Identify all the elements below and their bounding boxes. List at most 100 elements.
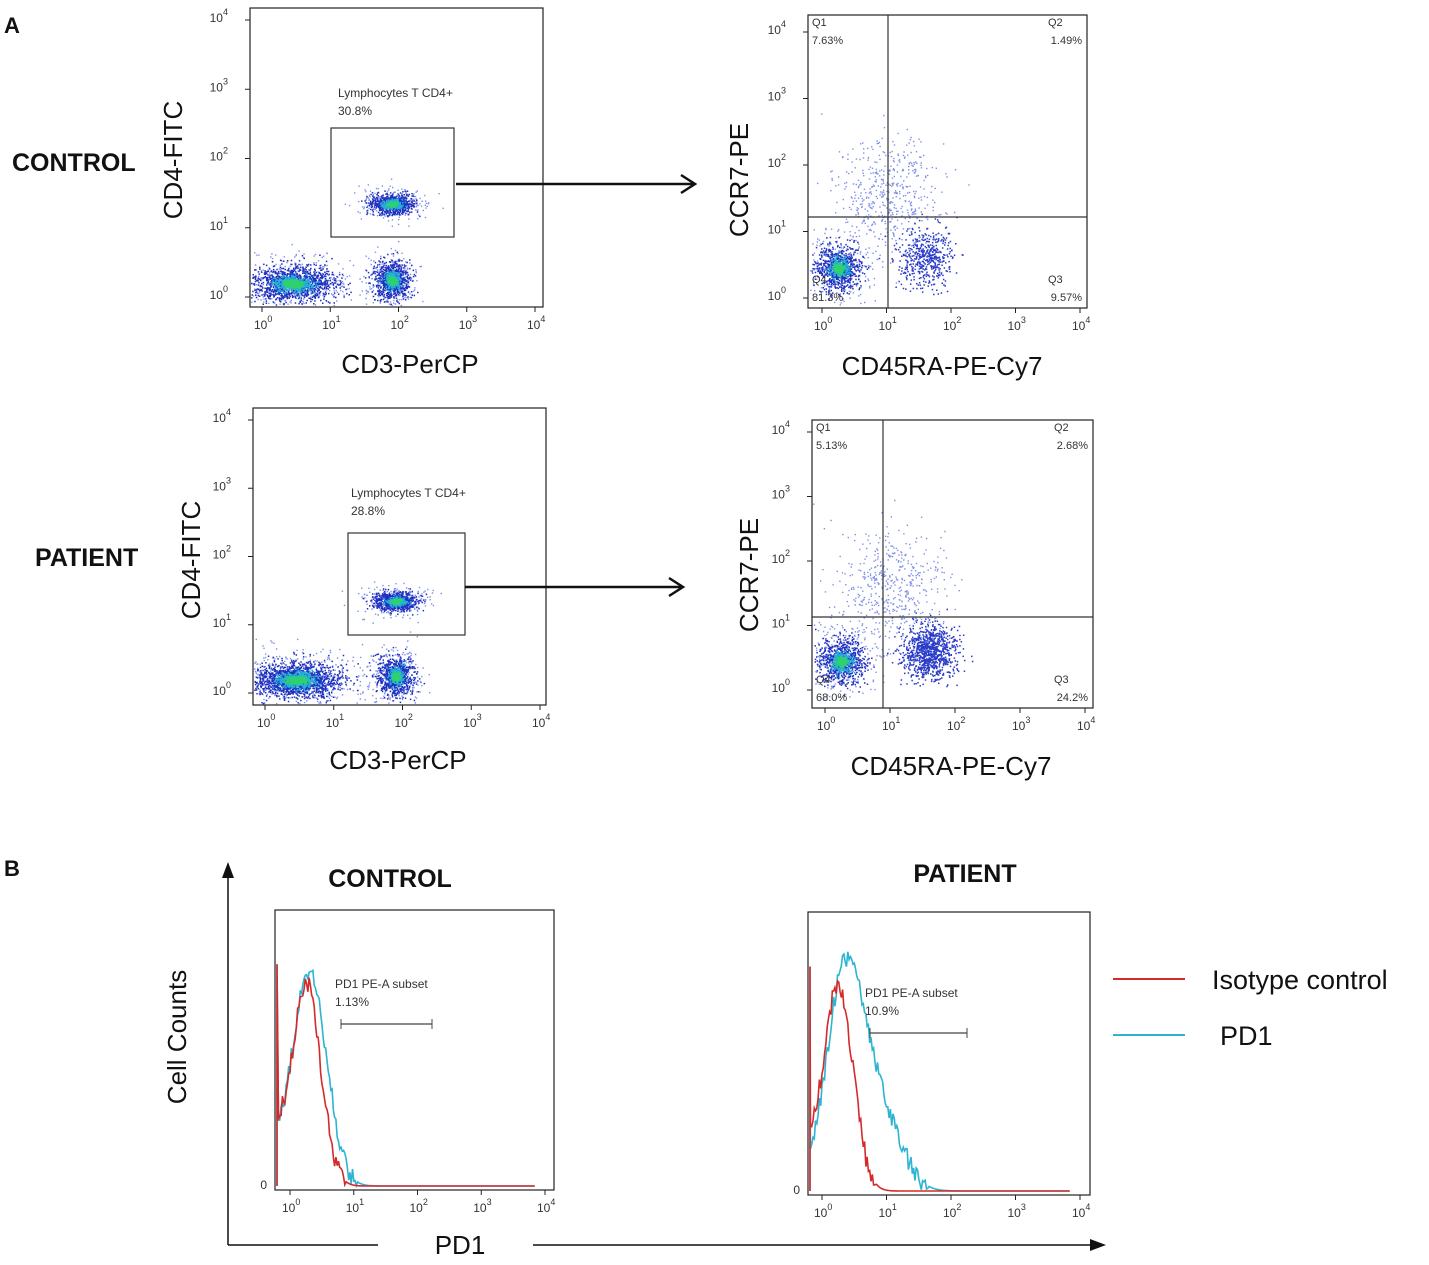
tick-exponent: 2 — [408, 712, 413, 722]
tick-base: 10 — [772, 488, 786, 502]
tick-label: 104 — [213, 407, 231, 425]
dot-cloud — [833, 656, 850, 669]
tick-label: 101 — [210, 215, 228, 233]
tick-label: 102 — [943, 1202, 961, 1220]
dot-cloud — [282, 278, 306, 290]
tick-exponent: 2 — [781, 152, 786, 162]
tick-label: 100 — [213, 680, 231, 698]
tick-exponent: 1 — [895, 715, 900, 725]
quadrant-value: 1.49% — [1051, 35, 1082, 47]
tick-label: 102 — [213, 544, 231, 562]
plot-title: PATIENT — [913, 860, 1016, 888]
tick-exponent: 4 — [540, 314, 545, 324]
gate — [330, 127, 455, 238]
dot-cloud — [813, 613, 890, 700]
row-label: PATIENT — [35, 544, 138, 572]
tick-base: 10 — [213, 411, 227, 425]
histogram-curve — [276, 964, 535, 1188]
tick-exponent: 3 — [472, 314, 477, 324]
tick-base: 10 — [768, 23, 782, 37]
quadrant-name: Q3 — [1054, 674, 1069, 686]
plot-frame — [274, 909, 555, 1191]
tick-exponent: 3 — [1021, 315, 1026, 325]
tick-label: 100 — [814, 315, 832, 333]
tick-base: 10 — [772, 681, 786, 695]
tick-base: 10 — [210, 11, 224, 25]
quadrant-value: 2.68% — [1057, 440, 1088, 452]
tick-label: 100 — [817, 715, 835, 733]
dot-cloud — [813, 499, 963, 668]
arrow-head — [668, 576, 686, 598]
dot-cloud — [878, 213, 964, 296]
dot-cloud — [385, 200, 399, 208]
gate-value: 10.9% — [865, 1004, 899, 1018]
tick-exponent: 3 — [1021, 1202, 1026, 1212]
tick-base: 10 — [1008, 319, 1022, 333]
tick-base: 10 — [346, 1201, 360, 1215]
dot-cloud — [389, 598, 403, 606]
tick-label: 100 — [282, 1197, 300, 1215]
quadrant-value: 5.13% — [816, 440, 847, 452]
y-axis-label: CD4-FITC — [176, 501, 206, 619]
x-axis-label: CD3-PerCP — [329, 745, 466, 775]
tick-base: 10 — [1077, 719, 1091, 733]
tick-exponent: 1 — [223, 215, 228, 225]
tick-base: 10 — [210, 80, 224, 94]
histogram-curve — [809, 966, 1070, 1192]
tick-label: 102 — [391, 314, 409, 332]
tick-exponent: 0 — [267, 314, 272, 324]
tick-base: 10 — [395, 716, 409, 730]
tick-exponent: 1 — [359, 1197, 364, 1207]
row-label: CONTROL — [12, 149, 136, 177]
dot-cloud — [283, 674, 312, 686]
tick-label: 102 — [943, 315, 961, 333]
tick-exponent: 3 — [785, 484, 790, 494]
gate-name: Lymphocytes T CD4+ — [338, 86, 453, 100]
dot-cloud — [886, 608, 974, 688]
tick-base: 10 — [527, 318, 541, 332]
tick-base: 10 — [1008, 1206, 1022, 1220]
quadrant-name: Q4 — [816, 674, 831, 686]
plot-frame — [249, 7, 544, 308]
tick-base: 10 — [768, 223, 782, 237]
tick-base: 10 — [210, 288, 224, 302]
dot-cloud — [833, 261, 847, 277]
dot-cloud — [386, 275, 399, 287]
tick-exponent: 4 — [1085, 315, 1090, 325]
tick-base: 10 — [817, 719, 831, 733]
tick-exponent: 1 — [781, 219, 786, 229]
tick-base: 10 — [772, 617, 786, 631]
quadrant-name: Q2 — [1048, 17, 1063, 29]
tick-base: 10 — [1012, 719, 1026, 733]
x-axis-label: CD3-PerCP — [341, 349, 478, 379]
tick-label: 101 — [772, 613, 790, 631]
tick-exponent: 2 — [404, 314, 409, 324]
tick-exponent: 3 — [1025, 715, 1030, 725]
tick-base: 10 — [254, 318, 268, 332]
gate-name: Lymphocytes T CD4+ — [351, 486, 466, 500]
tick-base: 10 — [537, 1201, 551, 1215]
tick-label: 101 — [322, 314, 340, 332]
tick-exponent: 3 — [487, 1197, 492, 1207]
tick-exponent: 3 — [223, 76, 228, 86]
tick-exponent: 4 — [223, 7, 228, 17]
tick-exponent: 0 — [827, 1202, 832, 1212]
tick-base: 10 — [768, 289, 782, 303]
tick-label: 100 — [210, 284, 228, 302]
tick-base: 10 — [943, 1206, 957, 1220]
tick-exponent: 1 — [785, 613, 790, 623]
quadrant-value: 81.3% — [812, 292, 843, 304]
tick-label: 103 — [1008, 1202, 1026, 1220]
tick-label: 100 — [768, 285, 786, 303]
tick-label: 101 — [326, 712, 344, 730]
tick-exponent: 0 — [223, 284, 228, 294]
quadrant-value: 68.0% — [816, 692, 847, 704]
tick-base: 10 — [814, 1206, 828, 1220]
tick-label: 104 — [772, 419, 790, 437]
tick-base: 10 — [322, 318, 336, 332]
quadrant-value: 7.63% — [812, 35, 843, 47]
zero-label: 0 — [793, 1183, 800, 1197]
tick-label: 103 — [768, 86, 786, 104]
tick-exponent: 3 — [226, 475, 231, 485]
tick-label: 100 — [254, 314, 272, 332]
